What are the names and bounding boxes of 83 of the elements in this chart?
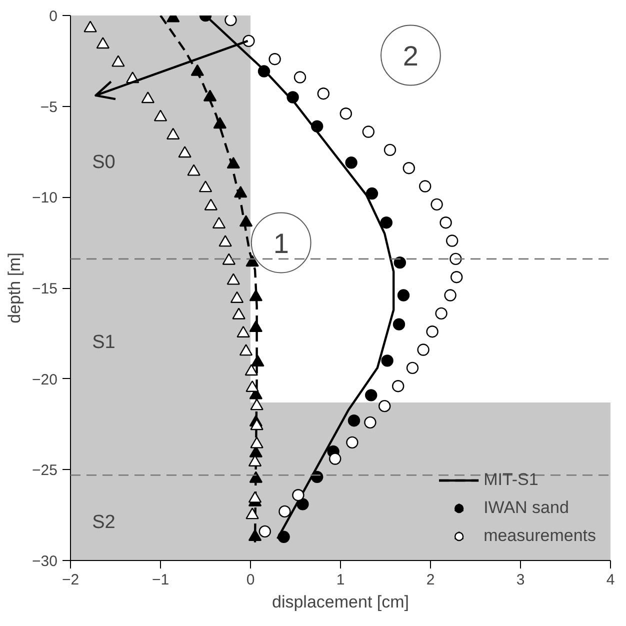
point bbox=[392, 318, 406, 330]
point bbox=[84, 20, 97, 32]
point bbox=[246, 508, 259, 520]
point bbox=[248, 529, 262, 541]
annotation: S1 bbox=[92, 332, 116, 353]
point bbox=[166, 128, 180, 140]
point bbox=[203, 90, 217, 102]
y-tick-label: −10 bbox=[32, 190, 58, 207]
point bbox=[366, 187, 378, 200]
point bbox=[292, 489, 304, 502]
annotation: 2 bbox=[402, 40, 418, 72]
point bbox=[346, 436, 358, 449]
point bbox=[212, 216, 226, 228]
y-tick-label: 0 bbox=[49, 8, 58, 25]
y-tick-label: −20 bbox=[32, 371, 58, 388]
x-tick-label: 1 bbox=[336, 572, 345, 588]
x-tick-label: 4 bbox=[606, 572, 615, 588]
point bbox=[250, 436, 264, 448]
point bbox=[364, 416, 376, 429]
point bbox=[112, 55, 125, 67]
annotation: 1 bbox=[273, 228, 289, 259]
point bbox=[236, 326, 250, 338]
x-tick-label: −2 bbox=[62, 572, 80, 588]
point bbox=[250, 398, 264, 410]
x-tick-label: 0 bbox=[246, 572, 255, 588]
point bbox=[397, 289, 410, 302]
point bbox=[250, 418, 264, 430]
point bbox=[249, 320, 262, 332]
point bbox=[213, 116, 226, 129]
point bbox=[249, 471, 262, 483]
point bbox=[178, 146, 192, 158]
x-tick-label: 2 bbox=[426, 572, 435, 588]
legend-label: MIT-S1 bbox=[484, 470, 538, 490]
point bbox=[154, 110, 168, 122]
point bbox=[230, 291, 244, 303]
point bbox=[234, 186, 248, 198]
point bbox=[96, 37, 110, 49]
point bbox=[381, 354, 394, 367]
point bbox=[248, 454, 262, 466]
point bbox=[251, 354, 264, 367]
point bbox=[278, 530, 290, 543]
point bbox=[345, 156, 358, 169]
annotation: S0 bbox=[92, 152, 116, 174]
point bbox=[278, 505, 291, 518]
point bbox=[348, 414, 360, 427]
point bbox=[249, 290, 262, 302]
point bbox=[365, 389, 378, 402]
point bbox=[190, 64, 204, 76]
point bbox=[187, 164, 200, 176]
point bbox=[258, 65, 270, 78]
point bbox=[244, 364, 258, 376]
x-tick-label: −1 bbox=[152, 572, 170, 588]
point bbox=[198, 180, 212, 192]
point bbox=[218, 235, 232, 247]
legend-label: measurements bbox=[484, 526, 596, 546]
point bbox=[246, 255, 259, 267]
y-tick-label: −25 bbox=[32, 462, 58, 480]
y-tick-label: −5 bbox=[40, 98, 58, 116]
point bbox=[246, 380, 259, 392]
point bbox=[222, 253, 236, 265]
legend-label: IWAN sand bbox=[484, 498, 569, 518]
annotation: S2 bbox=[92, 512, 116, 533]
point bbox=[296, 498, 309, 510]
point bbox=[141, 92, 154, 104]
point bbox=[311, 120, 324, 132]
y-tick-label: −15 bbox=[32, 280, 58, 298]
point bbox=[232, 308, 246, 320]
point bbox=[378, 400, 391, 412]
point bbox=[258, 525, 271, 538]
point bbox=[329, 452, 342, 465]
point bbox=[380, 216, 392, 229]
point bbox=[226, 156, 240, 169]
point bbox=[248, 491, 262, 503]
point bbox=[204, 198, 218, 210]
y-tick-label: −30 bbox=[32, 553, 58, 570]
point bbox=[239, 215, 253, 227]
point bbox=[239, 344, 253, 356]
point bbox=[226, 273, 240, 285]
x-axis-title: displacement [cm] bbox=[272, 592, 409, 612]
point bbox=[394, 256, 406, 269]
x-tick-label: 3 bbox=[516, 572, 525, 588]
y-axis-title: depth [m] bbox=[5, 252, 24, 324]
point bbox=[286, 91, 299, 104]
